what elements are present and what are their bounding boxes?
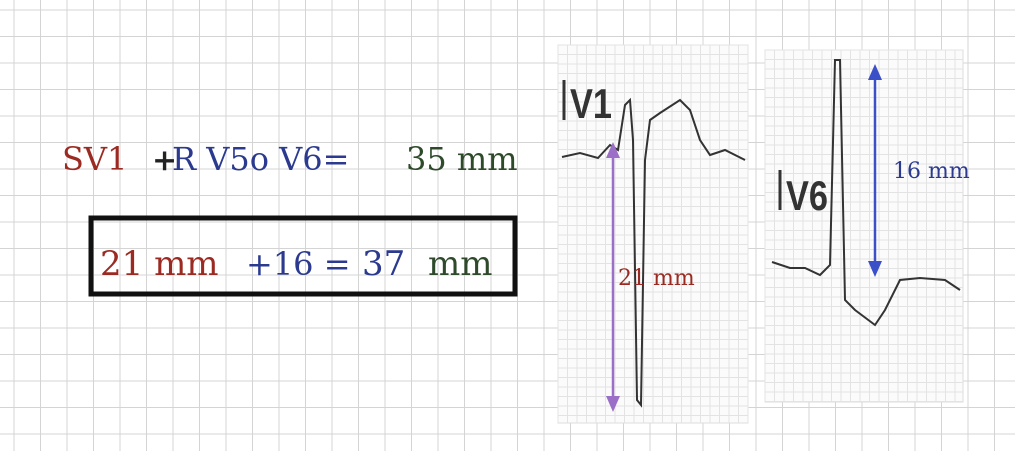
v6-label: V6 <box>786 172 828 219</box>
total-text: 35 mm <box>406 140 518 178</box>
s-value: 21 mm <box>100 244 219 284</box>
v1-measure: 21 mm <box>618 266 695 291</box>
r-value: +16 = <box>246 245 351 283</box>
v6-strip <box>765 50 963 402</box>
sum-unit: mm <box>428 244 492 284</box>
v6-measure: 16 mm <box>893 159 970 184</box>
v1-label: V1 <box>570 80 612 127</box>
rv5v6-text: R V5o V6= <box>172 140 349 178</box>
ecg-diagram: SV1 + R V5o V6= 35 mm 21 mm +16 = 37 mm … <box>0 0 1015 451</box>
sv1-text: SV1 <box>62 140 127 178</box>
sum-value: 37 <box>362 244 405 284</box>
